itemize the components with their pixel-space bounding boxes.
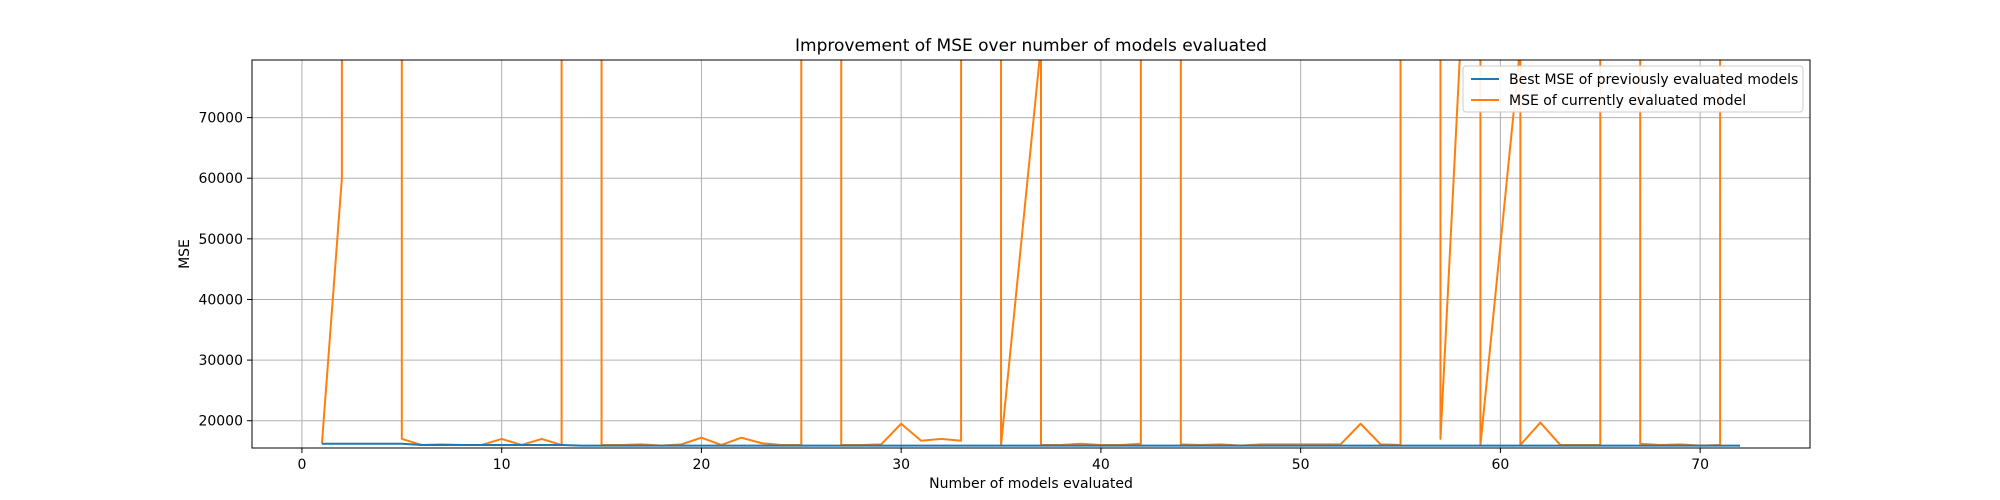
x-tick-label: 0 xyxy=(297,457,306,473)
y-tick-label: 50000 xyxy=(198,232,243,248)
x-tick-label: 40 xyxy=(1092,457,1110,473)
x-tick-label: 10 xyxy=(493,457,511,473)
y-tick-label: 20000 xyxy=(198,414,243,430)
y-tick-label: 70000 xyxy=(198,111,243,127)
legend: Best MSE of previously evaluated models … xyxy=(1462,65,1804,113)
legend-label-best-mse: Best MSE of previously evaluated models xyxy=(1509,72,1798,88)
y-tick-label: 30000 xyxy=(198,353,243,369)
legend-box xyxy=(1462,65,1804,113)
y-tick-label: 40000 xyxy=(198,292,243,308)
series-line-best-mse xyxy=(321,442,1741,447)
y-tick-label: 60000 xyxy=(198,171,243,187)
x-tick-label: 20 xyxy=(693,457,711,473)
x-tick-label: 30 xyxy=(892,457,910,473)
plot-background xyxy=(252,60,1810,448)
x-tick-label: 70 xyxy=(1691,457,1709,473)
y-axis-label: MSE xyxy=(177,239,193,269)
legend-label-current-mse: MSE of currently evaluated model xyxy=(1509,93,1746,109)
plot-frame xyxy=(251,59,1811,449)
ticks: 0 10 20 30 40 50 60 70 20000 30000 40000 50000 60000… xyxy=(198,111,1709,473)
x-tick-label: 60 xyxy=(1491,457,1509,473)
x-tick-label: 50 xyxy=(1292,457,1310,473)
grid xyxy=(252,60,1810,448)
x-axis-label: Number of models evaluated xyxy=(929,476,1133,492)
chart-title: Improvement of MSE over number of models… xyxy=(795,36,1267,56)
